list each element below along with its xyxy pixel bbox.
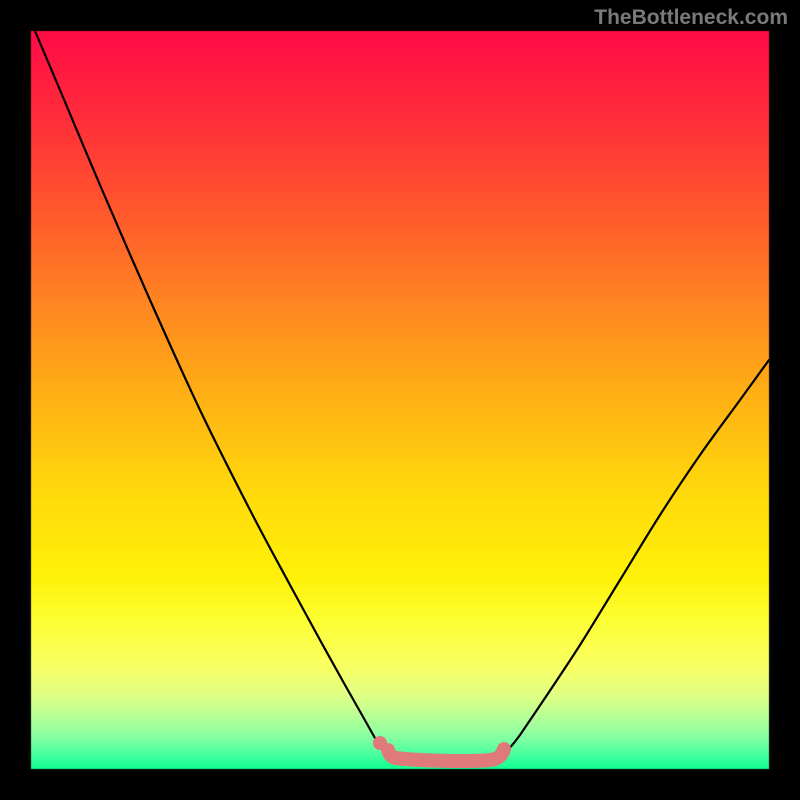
watermark-text: TheBottleneck.com [594,6,788,30]
curve-right [507,360,769,751]
bottleneck-dot [373,736,387,750]
curve-group [35,31,769,761]
chart-stage: TheBottleneck.com [0,0,800,800]
chart-svg-layer [0,0,800,800]
curve-left [35,31,383,751]
bottleneck-flat-segment [388,749,504,761]
